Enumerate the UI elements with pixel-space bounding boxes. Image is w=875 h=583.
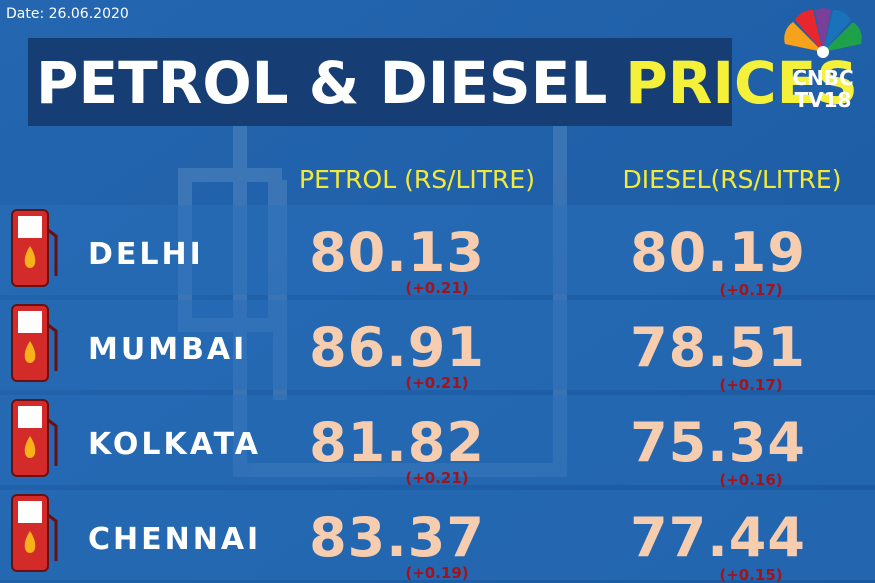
petrol-change: (+0.21) <box>405 469 468 487</box>
pump-icon <box>11 494 58 572</box>
diesel-change: (+0.17) <box>719 281 782 299</box>
pump-hose <box>47 323 58 371</box>
pump-screen <box>18 501 42 523</box>
pump-screen <box>18 406 42 428</box>
pump-drop <box>24 341 36 363</box>
diesel-price: 78.51 <box>630 316 806 379</box>
title: PETROL & DIESEL PRICES <box>36 49 858 117</box>
logo: CNBC TV18 <box>784 8 862 112</box>
title-main: PETROL & DIESEL <box>36 49 607 117</box>
row-band <box>0 395 875 485</box>
pump-hose <box>47 228 58 276</box>
city-name: DELHI <box>88 237 204 272</box>
row-bands <box>0 205 875 580</box>
pump-hose <box>47 513 58 561</box>
pump-icon <box>11 399 58 477</box>
diesel-price: 77.44 <box>630 506 806 569</box>
title-highlight: PRICES <box>625 49 858 117</box>
pump-drop <box>24 246 36 268</box>
logo-line1: CNBC <box>792 66 853 90</box>
diesel-change: (+0.17) <box>719 376 782 394</box>
diesel-change: (+0.15) <box>719 566 782 583</box>
petrol-change: (+0.21) <box>405 279 468 297</box>
petrol-change: (+0.21) <box>405 374 468 392</box>
petrol-price: 81.82 <box>309 411 485 474</box>
petrol-price: 80.13 <box>309 221 485 284</box>
column-header: DIESEL(RS/LITRE) <box>623 165 842 194</box>
pump-icon <box>11 209 58 287</box>
title-box <box>28 38 732 126</box>
pump-screen <box>18 311 42 333</box>
pump-icon <box>11 304 58 382</box>
city-name: KOLKATA <box>88 427 261 462</box>
petrol-price: 83.37 <box>309 506 485 569</box>
petrol-change: (+0.19) <box>405 564 468 582</box>
row-band <box>0 490 875 580</box>
row-band <box>0 205 875 295</box>
logo-line2: TV18 <box>795 88 852 112</box>
row-band <box>0 300 875 390</box>
table: DELHI 80.13(+0.21)80.19(+0.17)MUMBAI 86.91… <box>11 209 806 583</box>
diesel-change: (+0.16) <box>719 471 782 489</box>
date: Date: 26.06.2020 <box>6 6 129 22</box>
pump-screen <box>18 216 42 238</box>
petrol-price: 86.91 <box>309 316 485 379</box>
city-name: MUMBAI <box>88 332 247 367</box>
diesel-price: 80.19 <box>630 221 806 284</box>
city-name: CHENNAI <box>88 522 261 557</box>
pump-drop <box>24 531 36 553</box>
pump-drop <box>24 436 36 458</box>
column-header: PETROL (RS/LITRE) <box>299 165 535 194</box>
diesel-price: 75.34 <box>630 411 806 474</box>
pump-hose <box>47 418 58 466</box>
